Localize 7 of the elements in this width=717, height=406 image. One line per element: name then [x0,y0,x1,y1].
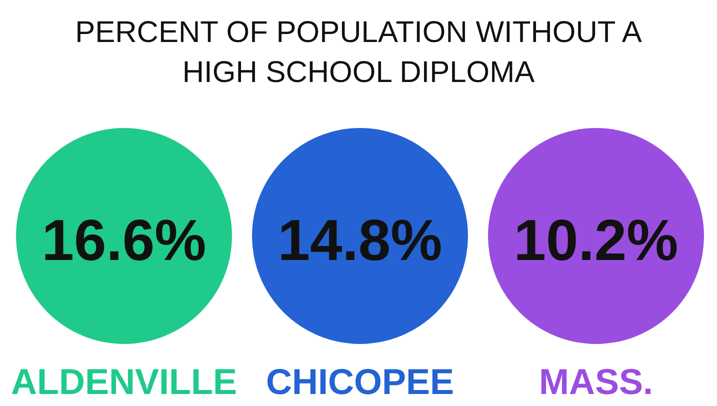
data-label: 10.2% [514,208,678,273]
text: PERCENT OF POPULATION WITHOUT A HIGH SCHOOL DIPLOMA [75,16,642,89]
category-label: CHICOPEE [266,361,454,402]
data-label: 14.8% [278,208,442,273]
category-label: ALDENVILLE [10,361,238,402]
data-label: 16.6% [42,208,206,273]
category-label: MASS. [538,361,654,402]
